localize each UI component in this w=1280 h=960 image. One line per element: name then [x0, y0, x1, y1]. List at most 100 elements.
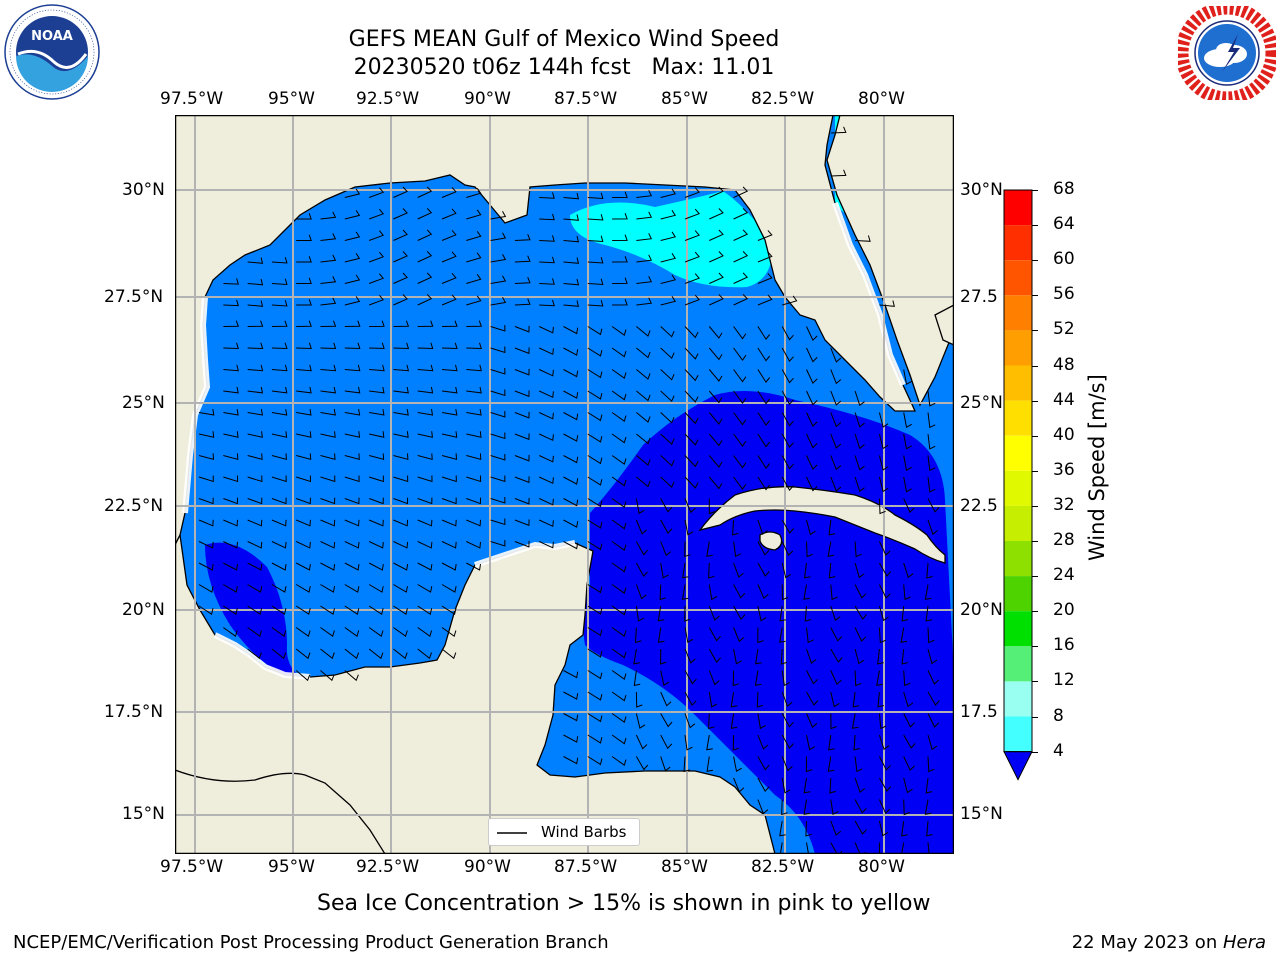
- wind-barb: [877, 691, 884, 708]
- wind-barb: [806, 433, 818, 449]
- wind-barb: [708, 605, 720, 621]
- wind-barb: [393, 208, 408, 220]
- wind-barb: [417, 453, 433, 460]
- wind-barb: [781, 713, 794, 728]
- wind-barb: [369, 320, 385, 327]
- wind-barb: [681, 584, 689, 600]
- wind-barb: [757, 369, 771, 383]
- wind-barb: [733, 326, 747, 340]
- wind-barb: [368, 208, 385, 220]
- wind-barb: [706, 734, 713, 751]
- wind-barb: [466, 519, 481, 527]
- wind-barb: [708, 433, 723, 447]
- wind-barb: [635, 756, 649, 771]
- wind-barb: [247, 541, 263, 549]
- wind-barb: [611, 519, 627, 530]
- colorbar: [1002, 188, 1038, 784]
- wind-barb: [441, 627, 457, 638]
- wind-barb: [538, 390, 554, 399]
- wind-barb: [295, 627, 311, 638]
- wind-barb: [611, 369, 627, 380]
- wind-barb: [587, 605, 603, 615]
- lat-tick-right: 17.5: [960, 702, 998, 722]
- wind-barb: [393, 475, 409, 483]
- wind-barb: [854, 648, 865, 665]
- colorbar-tick-label: 20: [1053, 600, 1075, 621]
- lat-tick-left: 25°N: [122, 393, 165, 413]
- wind-barb: [587, 257, 604, 264]
- lat-tick-right: 30°N: [960, 180, 1003, 200]
- wind-barb: [563, 412, 579, 421]
- lon-tick-top: 80°W: [858, 89, 905, 109]
- wind-barb: [733, 562, 744, 578]
- wind-barb: [271, 562, 287, 571]
- wind-barb: [538, 476, 554, 485]
- wind-barb: [927, 734, 938, 751]
- wind-barb: [901, 820, 908, 837]
- wind-barb: [635, 691, 643, 708]
- wind-barb: [854, 476, 865, 493]
- colorbar-tick-mark: [1032, 190, 1038, 191]
- wind-barb: [635, 584, 647, 600]
- wind-barb: [854, 433, 865, 450]
- colorbar-band: [1004, 190, 1032, 226]
- wind-barb: [924, 584, 932, 600]
- wind-barb: [295, 541, 311, 549]
- wind-barb: [636, 276, 653, 284]
- wind-barb: [514, 433, 530, 441]
- wind-barb: [514, 298, 531, 306]
- lat-tick-left: 15°N: [122, 804, 165, 824]
- wind-barb: [490, 346, 506, 354]
- wind-barb: [247, 386, 264, 394]
- wind-barb: [660, 562, 669, 579]
- wind-barb: [223, 519, 238, 527]
- wind-barb: [344, 670, 359, 682]
- wind-barb: [490, 389, 506, 397]
- wind-barb: [611, 326, 627, 337]
- sea-ice-note: Sea Ice Concentration > 15% is shown in …: [317, 891, 931, 916]
- wind-barb: [635, 498, 645, 515]
- wind-barb: [636, 412, 651, 423]
- wind-barb: [393, 386, 409, 394]
- wind-barb: [393, 648, 408, 660]
- wind-barb: [393, 251, 408, 263]
- wind-barb: [806, 369, 818, 384]
- wind-barb: [901, 648, 909, 665]
- wind-barb: [903, 777, 913, 794]
- wind-barb: [829, 777, 836, 794]
- wind-barb: [684, 455, 699, 468]
- wind-barb: [805, 820, 812, 837]
- wind-barb: [709, 294, 724, 306]
- colorbar-tick-mark: [1032, 716, 1038, 718]
- map-title-line2: 20230520 t06z 144h fcst Max: 11.01: [353, 55, 775, 80]
- colorbar-tick-label: 36: [1053, 459, 1075, 480]
- wind-barb: [733, 627, 745, 643]
- wind-barb: [223, 541, 238, 549]
- colorbar-band: [1004, 400, 1032, 436]
- wind-barb: [684, 187, 700, 198]
- wind-barb: [320, 364, 337, 372]
- wind-barb: [708, 584, 718, 601]
- wind-barb: [684, 519, 694, 536]
- wind-barb: [417, 562, 433, 571]
- wind-barb: [417, 541, 433, 549]
- wind-barb: [417, 386, 434, 394]
- wind-barb: [903, 691, 914, 708]
- wind-barb: [804, 562, 811, 579]
- map-legend: Wind Barbs: [488, 818, 640, 846]
- wind-barb: [514, 497, 530, 505]
- colorbar-tick-label: 24: [1053, 565, 1075, 586]
- wind-barb: [854, 799, 867, 814]
- wind-barb: [441, 562, 457, 571]
- wind-barb: [708, 627, 721, 642]
- wind-barb: [781, 476, 794, 491]
- wind-barb: [563, 235, 580, 243]
- wind-barb: [806, 541, 813, 558]
- lat-tick-right: 15°N: [960, 804, 1003, 824]
- wind-barb: [830, 670, 842, 686]
- colorbar-tick-label: 16: [1053, 635, 1075, 656]
- wind-barb: [854, 584, 867, 599]
- wind-barb: [587, 648, 603, 658]
- wind-barb: [781, 562, 792, 579]
- wind-barb: [441, 475, 457, 483]
